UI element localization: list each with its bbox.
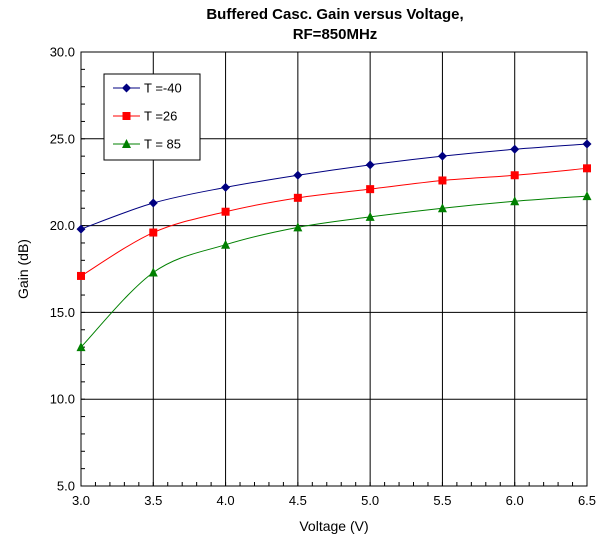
x-tick-label: 5.0 [361,493,379,508]
grid-lines [81,52,587,486]
series-2-point [510,171,519,180]
minor-ticks [81,68,574,486]
series-3-point [582,191,592,201]
series-1-point [293,170,303,180]
series-3-point [510,196,520,206]
series-3-point [76,342,86,352]
chart-title-line2: RF=850MHz [293,26,378,43]
series-1-legend-label: T =-40 [144,81,182,96]
y-tick-label: 20.0 [50,218,75,233]
series-1-point [510,144,520,154]
series-1-point [437,151,447,161]
series-2-legend-label: T =26 [144,109,177,124]
data-series [76,139,592,352]
series-1-point [76,224,86,234]
y-tick-label: 10.0 [50,392,75,407]
series-3-legend-label: T = 85 [144,137,181,152]
series-2-point [149,228,158,237]
series-3-point [293,222,303,232]
series-3-point [148,267,158,277]
series-2-point [293,193,302,202]
series-2-point [221,207,230,216]
y-tick-label: 15.0 [50,305,75,320]
x-tick-label: 3.0 [72,493,90,508]
series-2-legend-marker [122,112,131,120]
x-tick-labels: 3.0 3.5 4.0 4.5 5.0 5.5 6.0 6.5 [72,493,596,508]
x-tick-label: 3.5 [144,493,162,508]
series-1-point [582,139,592,149]
series-3-point [437,203,447,213]
plot-area [80,51,588,487]
y-axis-label: Gain (dB) [15,239,31,299]
series-3-point [221,239,231,249]
series-1-point [148,198,158,208]
y-tick-label: 25.0 [50,131,75,146]
x-tick-label: 4.5 [289,493,307,508]
series-3-legend-marker [122,139,131,148]
series-2-point [77,271,85,280]
x-tick-label: 5.5 [433,493,451,508]
chart-title-line1: Buffered Casc. Gain versus Voltage, [206,6,463,23]
series-2-point [438,176,447,185]
x-tick-label: 4.0 [217,493,235,508]
y-tick-label: 30.0 [50,45,75,60]
x-tick-label: 6.0 [506,493,524,508]
series-2-point [366,185,375,194]
y-tick-label: 5.0 [57,479,75,494]
x-axis-label: Voltage (V) [299,518,368,534]
x-tick-label: 6.5 [578,493,596,508]
legend: T =-40 T =26 T = 85 [103,73,201,161]
series-1-point [221,182,231,192]
series-1-legend-marker [122,83,131,93]
series-2-point [583,164,591,173]
series-1-point [365,160,375,170]
y-tick-labels: 5.0 10.0 15.0 20.0 25.0 30.0 [50,45,75,494]
series-3-line [80,195,588,348]
series-1-line [80,143,588,230]
series-3-point [365,211,375,221]
